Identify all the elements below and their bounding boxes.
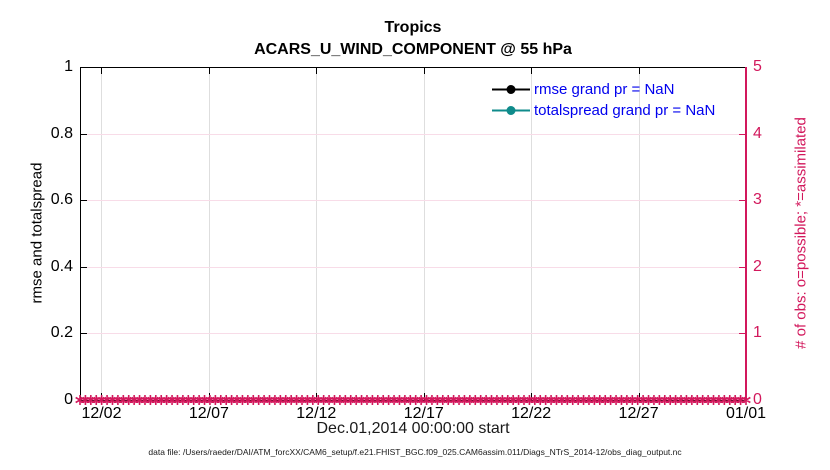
right-y-tick-label: 1 — [753, 324, 762, 342]
x-tick-mark — [423, 393, 425, 400]
left-y-axis-label: rmse and totalspread — [28, 162, 46, 304]
x-axis-label: Dec.01,2014 00:00:00 start — [316, 420, 510, 437]
chart-title: Tropics — [384, 19, 442, 36]
x-tick-mark-top — [316, 67, 318, 74]
x-tick-mark — [531, 393, 533, 400]
vertical-gridline — [101, 67, 103, 400]
left-y-tick-mark — [80, 200, 87, 202]
right-y-axis-label: # of obs: o=possible; *=assimilated — [792, 117, 810, 349]
x-tick-label: 01/01 — [725, 405, 767, 422]
left-y-tick-mark — [80, 133, 87, 135]
left-y-tick-label: 0.4 — [50, 257, 73, 275]
legend-label-totalspread: totalspread grand pr = NaN — [534, 102, 716, 119]
totalspread-line-marker-icon — [492, 106, 530, 115]
left-spine — [80, 67, 81, 401]
right-y-tick-mark — [739, 333, 746, 335]
chart-subtitle: ACARS_U_WIND_COMPONENT @ 55 hPa — [254, 41, 572, 58]
x-tick-mark — [316, 393, 318, 400]
vertical-gridline — [638, 67, 640, 400]
vertical-gridline — [316, 67, 318, 400]
horizontal-gridline — [80, 266, 746, 268]
left-y-tick-label: 0.6 — [50, 191, 73, 209]
right-y-tick-mark — [739, 133, 746, 135]
right-y-tick-label: 5 — [753, 58, 762, 75]
data-file-path: data file: /Users/raeder/DAI/ATM_forcXX/… — [148, 447, 682, 457]
x-tick-mark — [638, 393, 640, 400]
left-y-tick-mark — [80, 333, 87, 335]
right-spine — [745, 67, 747, 401]
vertical-gridline — [208, 67, 210, 400]
right-y-tick-label: 4 — [753, 124, 762, 142]
right-y-tick-label: 3 — [753, 191, 762, 209]
left-y-tick-label: 0.2 — [50, 324, 73, 342]
x-tick-label: 12/02 — [81, 405, 122, 422]
legend-label-rmse: rmse grand pr = NaN — [534, 81, 675, 98]
left-y-tick-label: 0.8 — [50, 124, 73, 142]
vertical-gridline — [531, 67, 533, 400]
assimilated-obs-marker-band — [75, 395, 751, 405]
vertical-gridline — [423, 67, 425, 400]
left-y-tick-mark — [80, 266, 87, 268]
rmse-line-marker-icon — [492, 85, 530, 94]
x-tick-mark-top — [638, 67, 640, 74]
x-tick-mark-top — [531, 67, 533, 74]
right-y-tick-mark — [739, 266, 746, 268]
top-spine — [80, 67, 746, 68]
legend-item-totalspread: totalspread grand pr = NaN — [492, 100, 715, 121]
horizontal-gridline — [80, 333, 746, 335]
x-tick-label: 12/22 — [511, 405, 552, 422]
left-y-tick-label: 0 — [64, 391, 73, 408]
x-tick-mark-top — [101, 67, 103, 74]
x-tick-label: 12/07 — [188, 405, 229, 422]
horizontal-gridline — [80, 200, 746, 202]
bottom-spine — [80, 400, 746, 401]
x-tick-mark-top — [208, 67, 210, 74]
legend-item-rmse: rmse grand pr = NaN — [492, 79, 715, 100]
x-tick-mark-top — [423, 67, 425, 74]
x-tick-label: 12/17 — [403, 405, 444, 422]
right-y-tick-label: 0 — [753, 391, 762, 408]
legend: rmse grand pr = NaN totalspread grand pr… — [492, 79, 715, 121]
x-tick-label: 12/27 — [618, 405, 659, 422]
left-y-tick-label: 1 — [64, 58, 73, 75]
x-tick-label: 12/12 — [296, 405, 337, 422]
horizontal-gridline — [80, 133, 746, 135]
right-y-tick-mark — [739, 200, 746, 202]
right-y-tick-label: 2 — [753, 257, 762, 275]
